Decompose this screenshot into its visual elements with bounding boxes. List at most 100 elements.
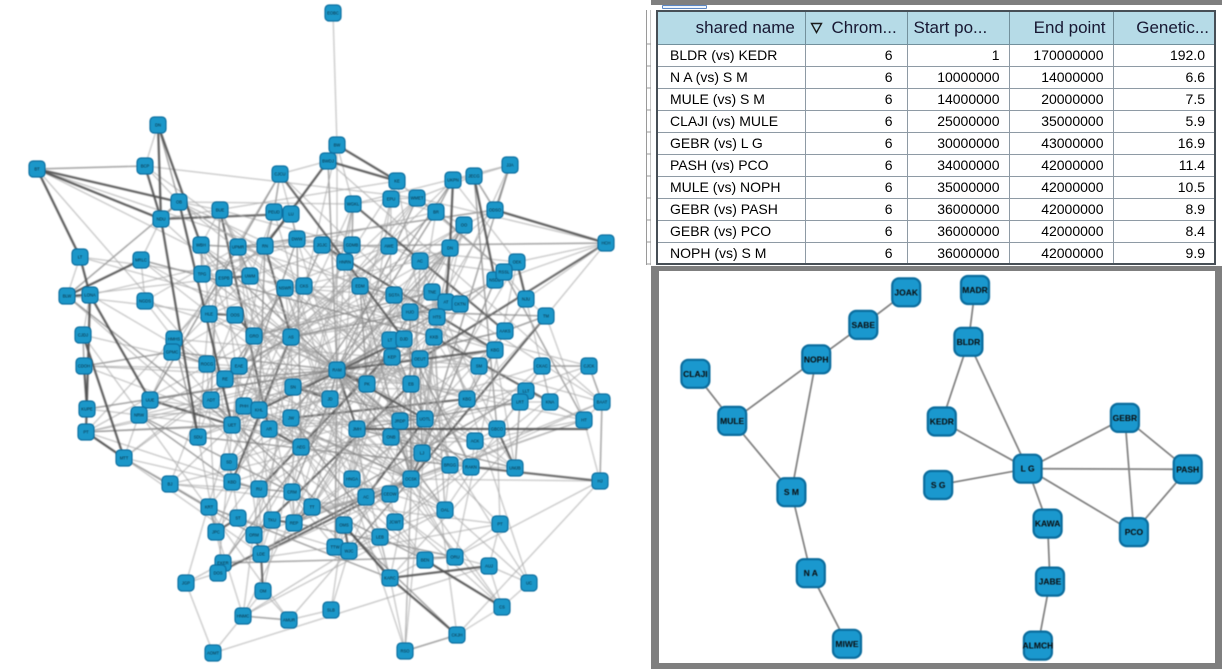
svg-text:CLAJI: CLAJI	[683, 369, 708, 379]
svg-text:N A: N A	[804, 568, 818, 578]
svg-text:GEBR: GEBR	[1113, 413, 1138, 423]
svg-text:SABE: SABE	[851, 320, 875, 330]
svg-text:KHL: KHL	[255, 408, 264, 413]
svg-text:JECG: JECG	[468, 174, 479, 179]
svg-text:OMS: OMS	[339, 523, 349, 528]
svg-text:AR: AR	[266, 427, 272, 432]
svg-text:NDU: NDU	[156, 217, 165, 222]
svg-text:ADT: ADT	[207, 398, 216, 403]
svg-text:ODSO: ODSO	[489, 208, 502, 213]
svg-text:KBG: KBG	[491, 348, 500, 353]
svg-text:SM: SM	[476, 364, 483, 369]
svg-text:EKER: EKER	[217, 561, 228, 566]
svg-text:GDMB: GDMB	[346, 243, 359, 248]
svg-text:KRT: KRT	[205, 505, 214, 510]
svg-text:KEDR: KEDR	[930, 417, 954, 427]
svg-text:PCO: PCO	[1125, 527, 1144, 537]
svg-text:DWW: DWW	[292, 237, 303, 242]
svg-text:UC: UC	[526, 581, 532, 586]
svg-text:GBCO: GBCO	[491, 427, 504, 432]
svg-text:DOS: DOS	[213, 571, 222, 576]
svg-text:DJD: DJD	[400, 337, 408, 342]
svg-text:BEN: BEN	[421, 558, 430, 563]
svg-text:OM: OM	[260, 589, 267, 594]
svg-text:AC: AC	[417, 259, 423, 264]
svg-text:HTS: HTS	[433, 315, 442, 320]
svg-text:AMUR: AMUR	[283, 618, 295, 623]
svg-text:CKJH: CKJH	[452, 633, 463, 638]
svg-text:AAKS: AAKS	[499, 329, 510, 334]
svg-text:JCWT: JCWT	[389, 520, 401, 525]
svg-text:PT: PT	[497, 522, 503, 527]
svg-text:L G: L G	[1021, 464, 1035, 474]
svg-text:HNRN: HNRN	[339, 260, 351, 265]
svg-text:WBH: WBH	[196, 243, 206, 248]
svg-text:UET: UET	[228, 423, 237, 428]
svg-text:HJO: HJO	[406, 310, 415, 315]
svg-text:SDU: SDU	[194, 435, 203, 440]
svg-text:TM: TM	[543, 314, 550, 319]
svg-text:BUE: BUE	[216, 208, 225, 213]
svg-text:UMJB: UMJB	[509, 466, 521, 471]
svg-text:CKAC: CKAC	[536, 364, 548, 369]
svg-text:BLDR: BLDR	[957, 337, 981, 347]
svg-text:LLT: LLT	[523, 389, 530, 394]
svg-text:OB: OB	[176, 200, 182, 205]
svg-text:SGTA: SGTA	[388, 293, 399, 298]
svg-text:ST: ST	[235, 516, 241, 521]
svg-text:OO: OO	[461, 223, 468, 228]
svg-text:KARC: KARC	[384, 576, 396, 581]
svg-text:CJCU: CJCU	[274, 172, 285, 177]
svg-text:ALMCH: ALMCH	[1023, 641, 1054, 651]
svg-text:ONB: ONB	[386, 435, 395, 440]
svg-text:MIWE: MIWE	[835, 639, 858, 649]
svg-text:LEB: LEB	[376, 535, 384, 540]
svg-text:JMH: JMH	[353, 427, 362, 432]
svg-text:HLE: HLE	[205, 312, 213, 317]
svg-text:HNGA: HNGA	[346, 477, 358, 482]
svg-text:CKS: CKS	[300, 284, 309, 289]
svg-text:OEK: OEK	[513, 260, 522, 265]
svg-text:BCP: BCP	[141, 164, 150, 169]
svg-text:RU: RU	[256, 487, 262, 492]
svg-text:OCSK: OCSK	[405, 477, 417, 482]
svg-text:RN: RN	[262, 244, 268, 249]
svg-text:S G: S G	[931, 480, 946, 490]
svg-text:EOBC: EOBC	[327, 11, 339, 16]
svg-text:RAM: RAM	[332, 368, 342, 373]
svg-text:UKPN: UKPN	[447, 178, 459, 183]
svg-text:KEP: KEP	[388, 355, 397, 360]
svg-text:WGKL: WGKL	[347, 202, 360, 207]
svg-text:LT: LT	[78, 255, 83, 260]
svg-text:AEG: AEG	[297, 445, 306, 450]
svg-text:ACK: ACK	[471, 439, 480, 444]
svg-text:LU: LU	[288, 212, 293, 217]
svg-text:MULE: MULE	[720, 416, 744, 426]
svg-text:PK: PK	[364, 382, 370, 387]
svg-text:KKB: KKB	[430, 335, 439, 340]
svg-text:CS: CS	[499, 605, 505, 610]
svg-text:BLW: BLW	[63, 294, 72, 299]
svg-text:HT: HT	[581, 418, 587, 423]
svg-text:NRW: NRW	[134, 413, 144, 418]
svg-text:KBG: KBG	[463, 397, 472, 402]
svg-text:JJA: JJA	[507, 163, 514, 168]
svg-text:UPMR: UPMR	[232, 245, 244, 250]
svg-text:PHH: PHH	[240, 404, 249, 409]
svg-text:GPMC: GPMC	[166, 350, 179, 355]
svg-text:WJC: WJC	[344, 549, 353, 554]
svg-text:NOPH: NOPH	[804, 354, 829, 364]
svg-text:OOS: OOS	[230, 313, 240, 318]
svg-text:AT: AT	[443, 300, 448, 305]
svg-text:EAE: EAE	[235, 364, 244, 369]
svg-text:TT: TT	[309, 505, 315, 510]
svg-text:LDE: LDE	[257, 552, 265, 557]
svg-text:CRM: CRM	[287, 490, 297, 495]
svg-text:JW: JW	[288, 416, 294, 421]
svg-text:ROCG: ROCG	[201, 362, 214, 367]
svg-text:AUJ: AUJ	[485, 564, 493, 569]
svg-text:UWM: UWM	[245, 274, 256, 279]
svg-text:REP: REP	[290, 521, 299, 526]
svg-text:ESPB: ESPB	[218, 276, 229, 281]
svg-text:TKU: TKU	[268, 518, 276, 523]
